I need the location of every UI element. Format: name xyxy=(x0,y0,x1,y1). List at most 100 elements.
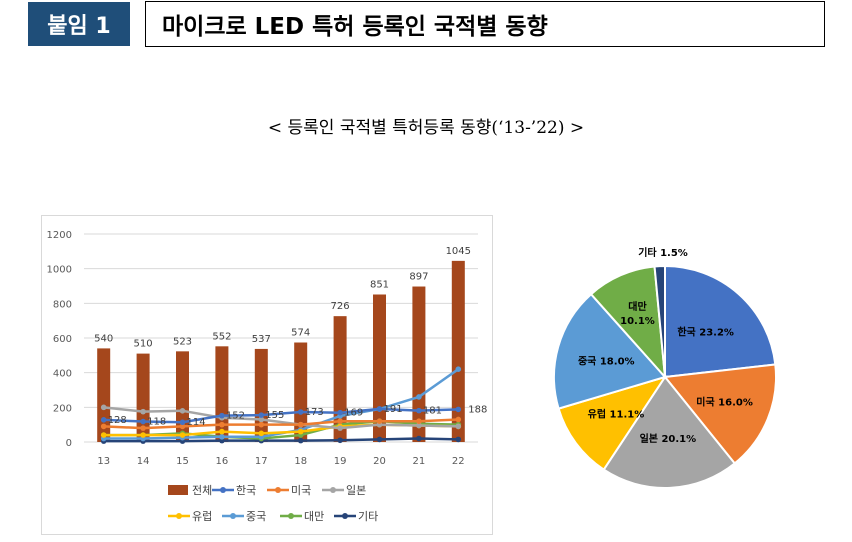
series-point xyxy=(297,428,304,435)
series-point xyxy=(455,406,462,413)
legend-label: 중국 xyxy=(246,510,266,523)
y-tick-label: 800 xyxy=(53,299,72,310)
pie-label: 한국 23.2% xyxy=(677,326,734,338)
series-line xyxy=(103,407,459,424)
combo-chart: 0 200 400 600 800 1000 1200 13 14 15 16 17 18 19 20 21 2… xyxy=(47,230,488,523)
series-point xyxy=(337,418,343,424)
line-data-label: 152 xyxy=(226,411,245,422)
bar-data-label: 1045 xyxy=(446,246,471,257)
pie-slice xyxy=(663,363,777,465)
series-point xyxy=(416,407,422,414)
legend-label: 전체 xyxy=(192,484,212,497)
page-title-text: 마이크로 LED 특허 등록인 국적별 동향 xyxy=(162,14,548,40)
x-tick-label: 17 xyxy=(255,456,268,467)
line-data-label: 181 xyxy=(423,406,442,417)
y-tick-label: 1200 xyxy=(47,230,72,241)
pie-label: 대만 xyxy=(628,300,647,313)
legend-marker xyxy=(230,513,236,519)
x-tick-label: 20 xyxy=(373,456,386,467)
line-data-label: 155 xyxy=(265,410,284,421)
series-point xyxy=(179,423,186,430)
bar-data-label: 851 xyxy=(370,279,389,290)
series-point xyxy=(297,409,304,415)
y-tick-label: 400 xyxy=(53,369,72,380)
legend-marker xyxy=(342,513,348,519)
legend-label: 한국 xyxy=(236,484,256,497)
series-line xyxy=(103,418,459,430)
series-point xyxy=(297,421,304,428)
series-point xyxy=(140,432,146,438)
series-line xyxy=(103,437,459,443)
bar-data-label: 537 xyxy=(252,334,271,345)
series-point xyxy=(258,412,265,418)
pie-chart: 한국 23.2% 미국 16.0% 일본 20.1% 유럽 11.1% 중국 18.0%… xyxy=(553,246,777,489)
legend-marker xyxy=(176,513,182,519)
series-point xyxy=(376,436,383,443)
pie-slice xyxy=(553,292,667,410)
chart-subtitle: < 등록인 국적별 특허등록 동향(‘13-’22) > xyxy=(267,118,585,138)
x-tick-label: 13 xyxy=(97,456,110,467)
y-tick-label: 1000 xyxy=(47,265,72,276)
pie-label: 미국 16.0% xyxy=(696,395,753,408)
x-tick-label: 21 xyxy=(413,456,426,467)
series-point xyxy=(376,406,383,412)
bar-total xyxy=(333,316,347,442)
series-point xyxy=(140,408,146,415)
y-tick-label: 200 xyxy=(53,403,72,414)
line-data-label: 188 xyxy=(468,404,487,415)
bar-total xyxy=(254,348,268,442)
series-point xyxy=(376,418,383,424)
bar-total xyxy=(215,346,229,442)
x-tick-label: 18 xyxy=(294,456,307,467)
combo-chart-frame: 0 200 400 600 800 1000 1200 13 14 15 16 17 18 19 20 21 2… xyxy=(41,215,493,535)
page-title: 마이크로 LED 특허 등록인 국적별 동향 xyxy=(145,1,825,47)
pie-label: 기타 1.5% xyxy=(638,246,688,259)
bar-total xyxy=(97,348,111,442)
series-point xyxy=(179,432,186,438)
x-tick-label: 15 xyxy=(176,456,189,467)
series-point xyxy=(416,394,422,400)
series-point xyxy=(219,434,225,440)
series-point xyxy=(337,437,343,444)
series-line xyxy=(103,406,459,430)
line-data-label: 169 xyxy=(344,408,363,419)
legend-label: 일본 xyxy=(346,483,366,497)
legend-marker xyxy=(288,513,294,519)
line-data-label: 114 xyxy=(187,417,206,428)
series-point xyxy=(100,417,107,423)
series-point xyxy=(416,435,422,442)
legend-marker xyxy=(275,487,281,493)
bar-data-label: 726 xyxy=(331,301,350,312)
pie-slice xyxy=(653,264,666,378)
bar-total xyxy=(412,286,426,442)
pie-label: 중국 18.0% xyxy=(578,355,635,367)
legend-label: 유럽 xyxy=(192,509,212,523)
series-point xyxy=(219,428,225,435)
series-point xyxy=(179,408,186,414)
line-data-label: 118 xyxy=(147,417,166,428)
pie-slice xyxy=(557,375,668,471)
series-point xyxy=(297,437,304,444)
bar-total xyxy=(451,260,465,442)
bar-data-label: 552 xyxy=(212,331,231,342)
x-tick-label: 14 xyxy=(137,456,150,467)
legend-marker xyxy=(330,487,336,493)
series-point xyxy=(100,404,107,411)
bar-data-label: 574 xyxy=(291,328,310,339)
series-point xyxy=(140,425,146,431)
bar-data-label: 897 xyxy=(409,272,428,283)
series-point xyxy=(258,430,265,437)
series-point xyxy=(416,418,422,424)
legend-label: 미국 xyxy=(291,484,311,497)
legend-marker xyxy=(220,487,226,493)
line-data-label: 191 xyxy=(384,404,403,415)
series-point xyxy=(219,412,225,419)
bar-total xyxy=(373,294,386,442)
series-point xyxy=(100,423,107,430)
series-point xyxy=(455,416,462,423)
pie-label: 일본 20.1% xyxy=(640,432,697,445)
series-point xyxy=(455,366,462,372)
appendix-tag: 붙임 1 xyxy=(28,2,130,46)
bar-total xyxy=(294,342,308,442)
line-data-label: 173 xyxy=(305,407,324,418)
